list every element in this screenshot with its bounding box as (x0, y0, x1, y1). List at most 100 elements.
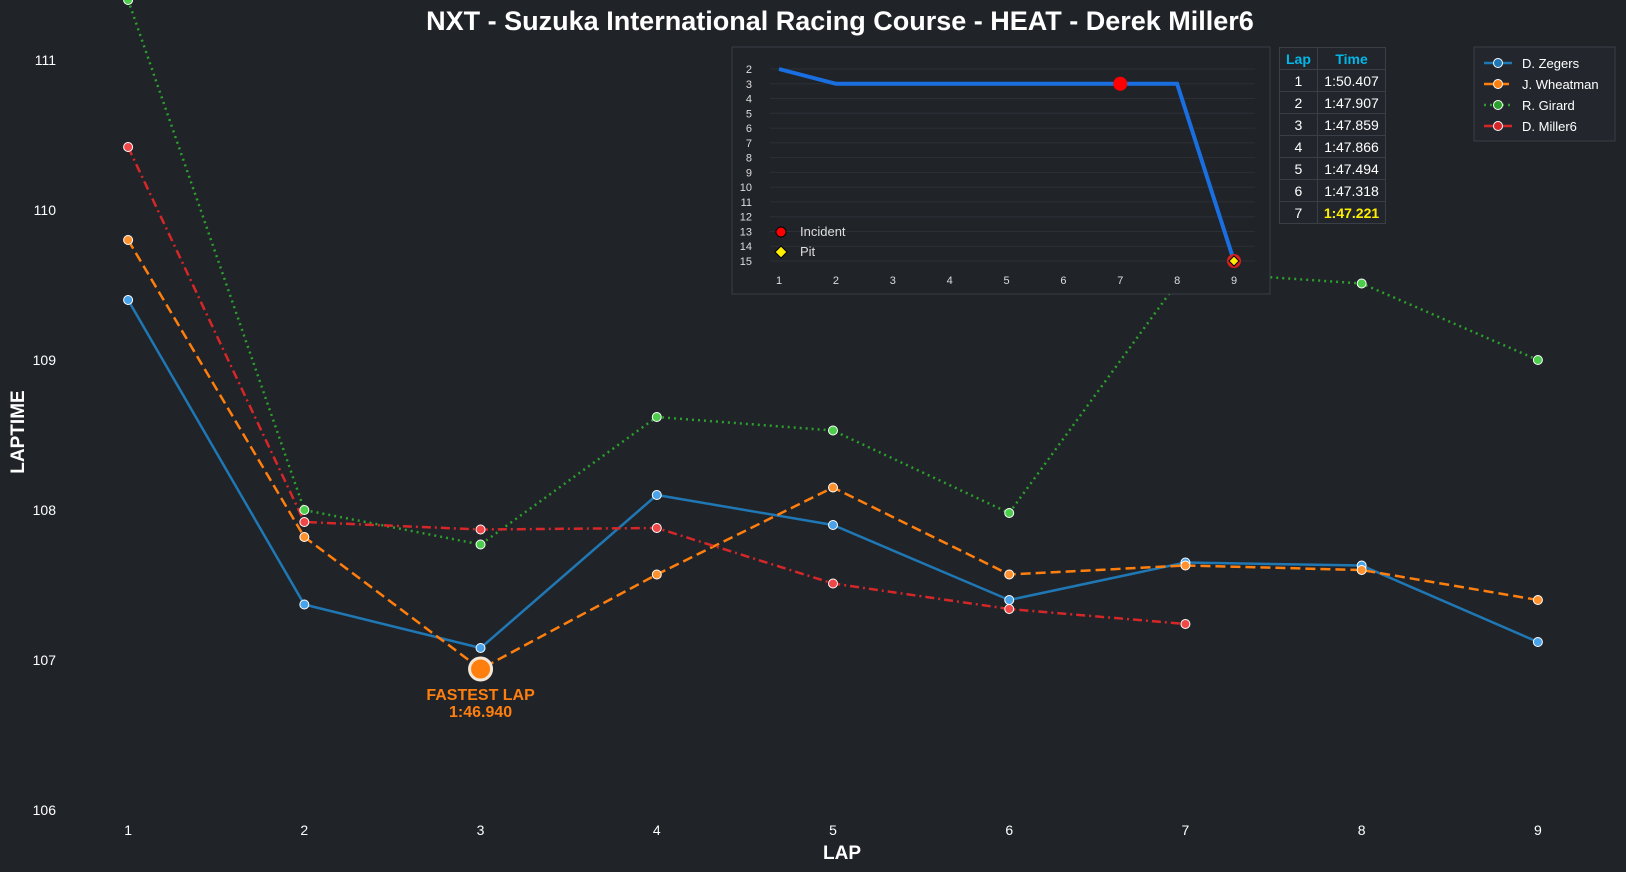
x-tick-label: 2 (300, 822, 308, 838)
time-header: Time (1316, 47, 1387, 70)
y-tick-label: 107 (33, 652, 57, 668)
x-tick-label: 9 (1534, 822, 1542, 838)
legend-item-d-miller6: D. Miller6 (1484, 119, 1577, 134)
inset-y-tick-label: 5 (746, 108, 752, 120)
legend-marker (1493, 121, 1503, 131)
data-point-j-wheatman (1356, 565, 1367, 575)
incident-marker (1113, 76, 1128, 91)
x-tick-label: 7 (1182, 822, 1190, 838)
series-points (123, 0, 1543, 674)
x-axis-ticks: 1 2 3 4 5 6 7 8 9 (124, 822, 1542, 838)
legend-item-j-wheatman: J. Wheatman (1484, 77, 1599, 92)
incident-legend-icon (775, 226, 787, 238)
inset-x-tick-label: 5 (1003, 275, 1009, 287)
data-point-d-miller6 (299, 517, 310, 527)
lap-cell: 3 (1279, 113, 1318, 136)
inset-y-tick-label: 11 (741, 197, 752, 209)
chart-title: NXT - Suzuka International Racing Course… (426, 6, 1254, 36)
table-row: 3 1:47.859 (1279, 113, 1387, 136)
data-point-d-zegers (299, 599, 310, 610)
data-point-d-miller6 (475, 524, 486, 535)
inset-y-tick-label: 10 (740, 182, 752, 194)
pit-legend-icon (774, 245, 788, 259)
inset-x-tick-label: 8 (1174, 275, 1180, 287)
data-point-d-miller6 (1004, 604, 1015, 614)
inset-y-tick-label: 15 (740, 256, 752, 268)
y-tick-label: 109 (33, 352, 57, 368)
inset-y-tick-label: 12 (740, 212, 752, 224)
inset-y-tick-label: 6 (746, 123, 752, 135)
legend-marker (1493, 79, 1503, 89)
y-axis-ticks: 106 107 108 109 110 111 (33, 52, 57, 818)
data-point-j-wheatman (828, 482, 838, 493)
inset-y-tick-label: 8 (746, 153, 752, 165)
legend-item-d-zegers: D. Zegers (1484, 56, 1580, 71)
fastest-lap-marker (468, 656, 494, 682)
time-cell: 1:47.866 (1316, 135, 1387, 158)
legend-label: R. Girard (1522, 98, 1575, 113)
table-row: 4 1:47.866 (1279, 135, 1387, 158)
data-point-r-girard (651, 412, 662, 422)
series-line-j-wheatman (127, 239, 1539, 671)
lap-cell: 2 (1279, 91, 1318, 114)
y-tick-label: 106 (33, 802, 57, 818)
table-row: 6 1:47.318 (1279, 179, 1387, 202)
x-tick-label: 6 (1005, 822, 1013, 838)
data-point-r-girard (1356, 278, 1367, 289)
legend-marker (1493, 58, 1503, 68)
fastest-lap-time: 1:46.940 (449, 704, 512, 721)
data-point-r-girard (1532, 355, 1543, 365)
data-point-r-girard (299, 505, 310, 515)
y-tick-label: 111 (35, 52, 56, 68)
x-tick-label: 4 (653, 822, 661, 838)
inset-y-tick-label: 7 (746, 138, 752, 150)
inset-x-tick-label: 2 (833, 275, 839, 287)
data-point-d-miller6 (651, 523, 662, 533)
time-cell-best: 1:47.221 (1316, 201, 1387, 224)
legend-label: D. Miller6 (1522, 119, 1577, 134)
data-point-r-girard (475, 539, 486, 550)
lap-cell: 4 (1279, 135, 1318, 158)
inset-y-tick-label: 3 (746, 79, 752, 91)
table-row: 1 1:50.407 (1279, 69, 1387, 92)
y-tick-label: 108 (33, 502, 57, 518)
inset-y-tick-label: 13 (740, 226, 752, 238)
legend-marker (1493, 100, 1503, 110)
time-cell: 1:47.907 (1316, 91, 1387, 114)
data-point-j-wheatman (123, 235, 134, 245)
inset-y-tick-label: 4 (746, 94, 752, 106)
series-line-d-zegers (127, 299, 1539, 650)
data-point-j-wheatman (299, 532, 310, 542)
inset-gridlines (770, 68, 1255, 262)
legend-label: D. Zegers (1522, 56, 1580, 71)
time-cell: 1:47.494 (1316, 157, 1387, 180)
data-point-d-zegers (1004, 595, 1015, 605)
lap-cell: 1 (1279, 69, 1318, 92)
x-axis-title: LAP (823, 843, 861, 864)
inset-y-tick-label: 9 (746, 167, 752, 179)
lap-header: Lap (1279, 47, 1318, 70)
data-point-j-wheatman (1180, 560, 1191, 571)
inset-x-tick-label: 7 (1117, 275, 1123, 287)
chart-legend: D. Zegers J. Wheatman R. Girard D. Miller6 (1473, 46, 1616, 142)
inset-markers (1113, 76, 1241, 268)
x-tick-label: 5 (829, 822, 837, 838)
inset-x-tick-label: 3 (890, 275, 896, 287)
inset-x-tick-label: 6 (1060, 275, 1066, 287)
data-point-d-zegers (123, 295, 134, 305)
inset-x-tick-label: 4 (947, 275, 953, 287)
lap-cell: 7 (1279, 201, 1318, 224)
inset-x-tick-label: 9 (1231, 275, 1237, 287)
inset-legend-incident: Incident (800, 224, 846, 239)
data-point-r-girard (1004, 508, 1015, 518)
data-point-d-miller6 (828, 578, 838, 589)
legend-label: J. Wheatman (1522, 77, 1599, 92)
inset-x-tick-label: 1 (776, 275, 782, 287)
lap-time-table: Lap Time 1 1:50.407 2 1:47.907 3 1:47.859 4… (1279, 47, 1387, 224)
table-row-best: 7 1:47.221 (1279, 201, 1387, 224)
pit-marker (1228, 255, 1240, 267)
data-point-j-wheatman (651, 569, 662, 580)
lap-cell: 5 (1279, 157, 1318, 180)
